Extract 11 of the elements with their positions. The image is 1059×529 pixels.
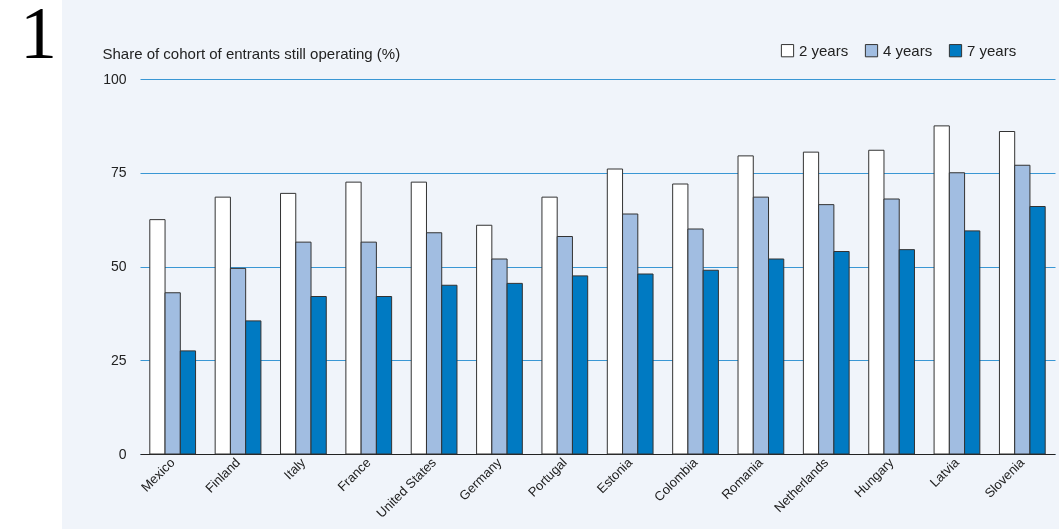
legend-label: 4 years (883, 41, 933, 59)
y-tick-label: 25 (110, 351, 127, 368)
y-tick-label: 75 (110, 164, 127, 181)
y-axis-title: Share of cohort of entrants still operating (%) (102, 44, 401, 62)
text: 1 (20, 0, 58, 74)
y-tick-label: 0 (118, 445, 127, 462)
y-tick-label: 100 (103, 70, 127, 87)
y-tick-label: 50 (110, 258, 127, 274)
x-tick-label: Italy (280, 454, 309, 483)
legend-label: 7 years (967, 41, 1017, 59)
legend-label: 2 years (799, 41, 849, 59)
